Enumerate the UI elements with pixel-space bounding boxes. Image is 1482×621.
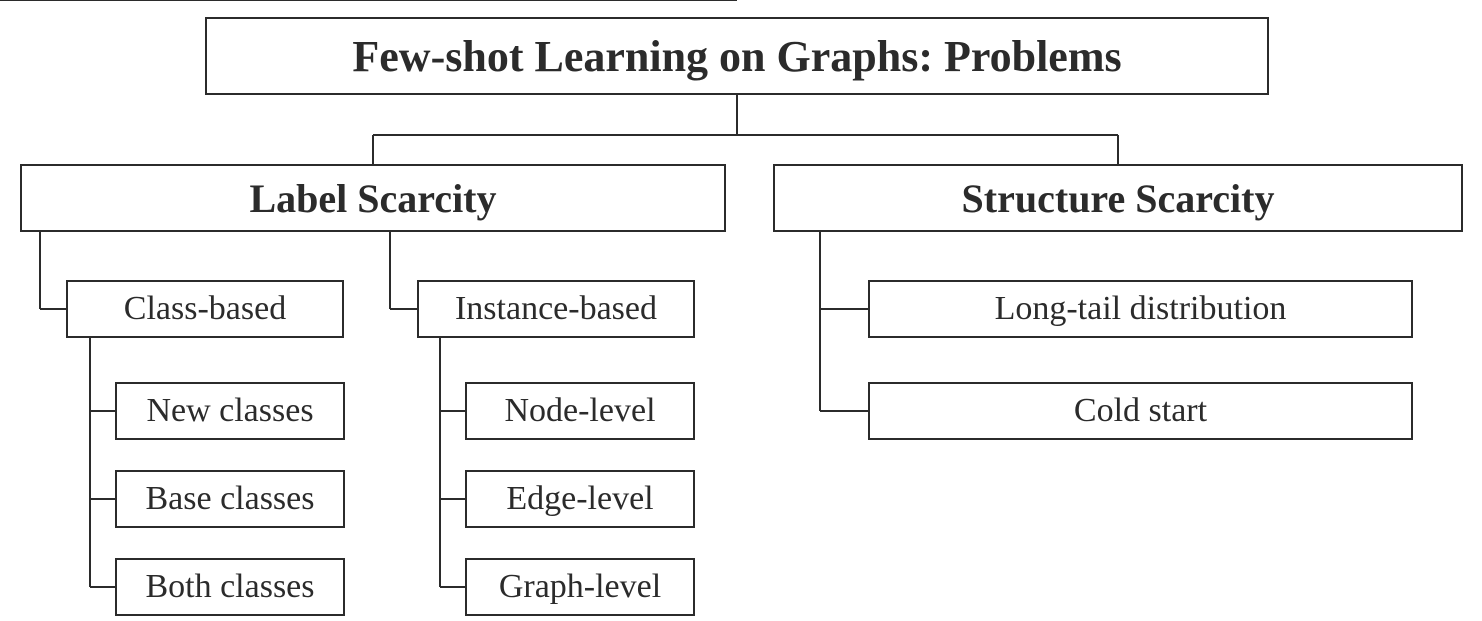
base-classes-label: Base classes	[145, 480, 314, 518]
label-scarcity-label: Label Scarcity	[249, 175, 496, 222]
cold-start-node: Cold start	[868, 382, 1413, 440]
tree-diagram: Few-shot Learning on Graphs: Problems La…	[0, 0, 1482, 621]
structure-scarcity-node: Structure Scarcity	[773, 164, 1463, 232]
structure-scarcity-label: Structure Scarcity	[962, 175, 1275, 222]
new-classes-label: New classes	[146, 392, 313, 430]
node-level-label: Node-level	[504, 392, 655, 430]
class-based-node: Class-based	[66, 280, 344, 338]
both-classes-label: Both classes	[145, 568, 314, 606]
cold-start-label: Cold start	[1074, 392, 1207, 430]
base-classes-node: Base classes	[115, 470, 345, 528]
root-node: Few-shot Learning on Graphs: Problems	[205, 17, 1269, 95]
long-tail-node: Long-tail distribution	[868, 280, 1413, 338]
class-based-label: Class-based	[124, 290, 286, 328]
both-classes-node: Both classes	[115, 558, 345, 616]
edge-level-node: Edge-level	[465, 470, 695, 528]
edge-level-label: Edge-level	[506, 480, 653, 518]
instance-based-label: Instance-based	[455, 290, 657, 328]
graph-level-node: Graph-level	[465, 558, 695, 616]
node-level-node: Node-level	[465, 382, 695, 440]
long-tail-label: Long-tail distribution	[995, 290, 1287, 328]
graph-level-label: Graph-level	[499, 568, 661, 606]
label-scarcity-node: Label Scarcity	[20, 164, 726, 232]
instance-based-node: Instance-based	[417, 280, 695, 338]
root-label: Few-shot Learning on Graphs: Problems	[352, 31, 1121, 82]
new-classes-node: New classes	[115, 382, 345, 440]
